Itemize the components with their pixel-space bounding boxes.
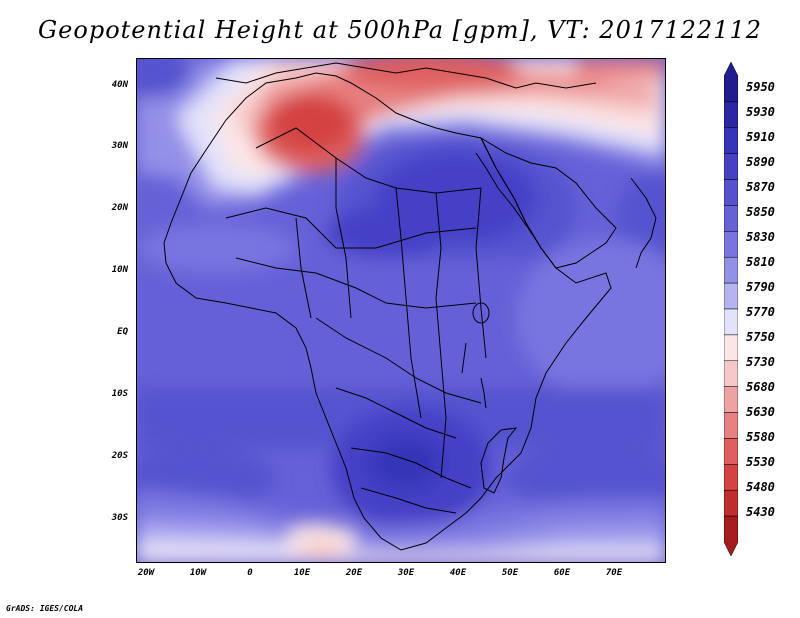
colorbar-swatch <box>724 334 738 362</box>
colorbar-swatch <box>724 153 738 180</box>
lon-label: 0 <box>247 568 253 578</box>
colorbar-label: 5770 <box>746 305 775 319</box>
colorbar-label: 5730 <box>746 355 775 369</box>
lon-label: 20W <box>137 568 155 578</box>
colorbar-swatch <box>724 438 738 465</box>
coastlines <box>163 62 657 551</box>
colorbar-swatch <box>724 412 738 439</box>
colorbar-swatch <box>724 282 738 310</box>
colorbar-label: 5530 <box>746 455 775 469</box>
colorbar-swatch <box>724 256 738 284</box>
colorbar-label: 5430 <box>746 505 775 519</box>
colorbar-label: 5850 <box>746 205 775 219</box>
map-plot-area[interactable] <box>136 58 666 563</box>
colorbar-label: 5870 <box>746 180 775 194</box>
lat-label: 20S <box>111 451 128 461</box>
colorbar-label: 5930 <box>746 105 775 119</box>
colorbar-label: 5480 <box>746 480 775 494</box>
lon-label: 60E <box>553 568 571 578</box>
colorbar-swatch <box>724 127 738 154</box>
lon-label: 70E <box>605 568 623 578</box>
colorbar-label: 5580 <box>746 430 775 444</box>
lon-label: 10W <box>189 568 207 578</box>
colorbar-label: 5910 <box>746 130 775 144</box>
colorbar-swatch <box>724 515 738 556</box>
lat-label: 20N <box>111 203 128 213</box>
lat-label: 10N <box>111 265 128 275</box>
lon-label: 20E <box>345 568 363 578</box>
colorbar-swatch <box>724 62 738 103</box>
colorbar-label: 5790 <box>746 280 775 294</box>
colorbar-swatch <box>724 386 738 413</box>
lon-label: 40E <box>449 568 467 578</box>
colorbar-label: 5830 <box>746 230 775 244</box>
grads-credit: GrADS: IGES/COLA <box>6 604 84 613</box>
colorbar-label: 5630 <box>746 405 775 419</box>
colorbar-swatch <box>724 360 738 387</box>
colorbar-label: 5890 <box>746 155 775 169</box>
lat-label: 10S <box>111 389 128 399</box>
colorbar-label: 5680 <box>746 380 775 394</box>
colorbar-swatch <box>724 489 738 517</box>
lat-label: EQ <box>117 327 128 337</box>
colorbar-swatch <box>724 231 738 258</box>
map-frame <box>136 58 666 563</box>
colorbar-label: 5750 <box>746 330 775 344</box>
colorbar-swatch <box>724 464 738 491</box>
colorbar-swatch <box>724 101 738 129</box>
colorbar-label: 5950 <box>746 80 775 94</box>
colorbar-label: 5810 <box>746 255 775 269</box>
colorbar <box>724 62 738 556</box>
colorbar-swatch <box>724 205 738 232</box>
colorbar-swatch <box>724 308 738 336</box>
lat-label: 30N <box>111 141 128 151</box>
colorbar-swatch <box>724 179 738 206</box>
height-field <box>136 58 666 563</box>
lat-label: 30S <box>111 513 128 523</box>
map-title: Geopotential Height at 500hPa [gpm], VT:… <box>38 16 762 44</box>
lon-label: 10E <box>293 568 311 578</box>
lat-label: 40N <box>111 80 128 90</box>
lon-label: 50E <box>501 568 519 578</box>
lon-label: 30E <box>397 568 415 578</box>
